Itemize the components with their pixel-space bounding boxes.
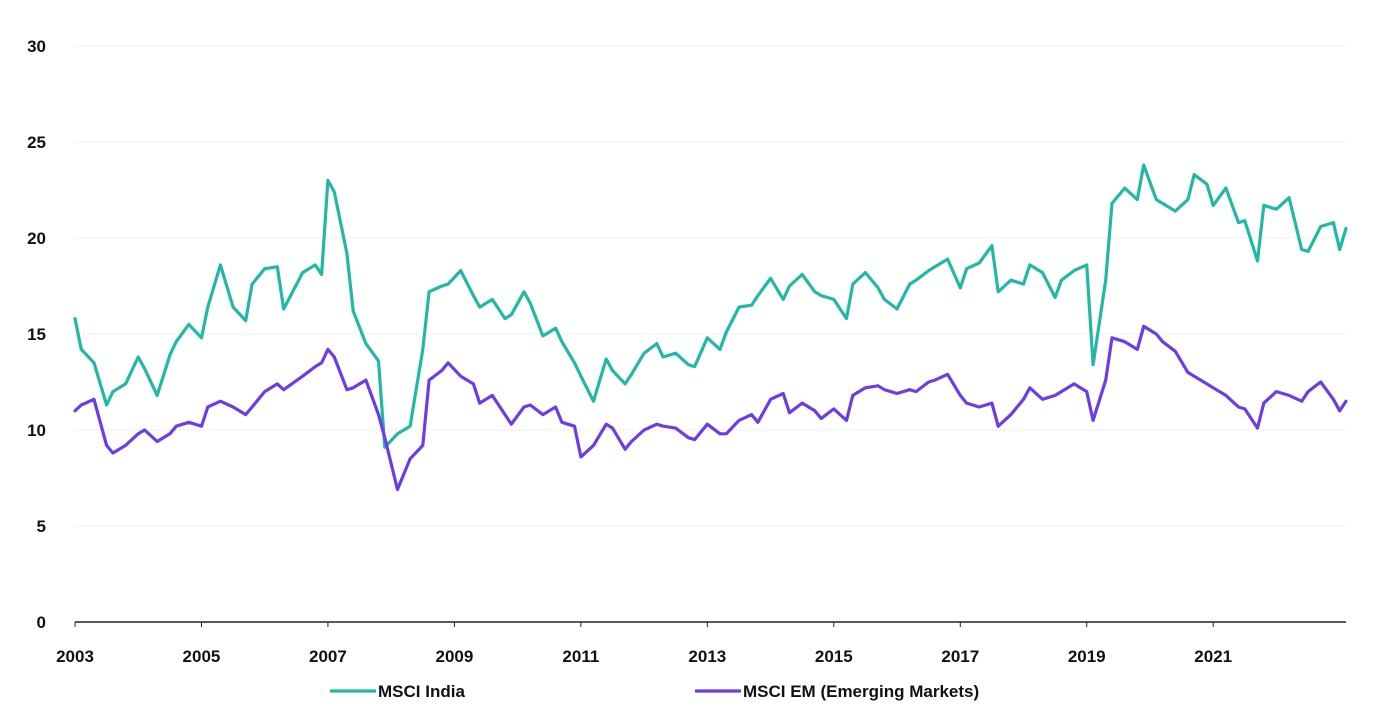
y-axis-ticks: 0 5 10 15 20 25 30 (27, 37, 46, 632)
x-axis-ticks: 2003 2005 2007 2009 2011 2013 2015 2017 2019 2021 (56, 622, 1232, 666)
x-tick-label: 2019 (1068, 647, 1106, 666)
y-tick-label: 10 (27, 421, 46, 440)
legend-label: MSCI EM (Emerging Markets) (743, 682, 979, 701)
y-tick-label: 20 (27, 229, 46, 248)
x-tick-label: 2003 (56, 647, 94, 666)
series-lines (73, 163, 1348, 492)
y-tick-label: 0 (37, 613, 46, 632)
x-tick-label: 2009 (435, 647, 473, 666)
y-tick-label: 25 (27, 133, 46, 152)
y-tick-label: 5 (37, 517, 46, 536)
series-line-msci-india (73, 163, 1348, 449)
legend-label: MSCI India (378, 682, 465, 701)
y-tick-label: 15 (27, 325, 46, 344)
legend: MSCI India MSCI EM (Emerging Markets) (330, 682, 979, 701)
y-tick-label: 30 (27, 37, 46, 56)
x-tick-label: 2011 (562, 647, 599, 666)
x-tick-label: 2015 (815, 647, 853, 666)
x-tick-label: 2017 (941, 647, 979, 666)
series-line-msci-em (73, 324, 1348, 492)
gridlines (75, 45, 1346, 527)
x-tick-label: 2007 (309, 647, 347, 666)
x-tick-label: 2005 (183, 647, 221, 666)
legend-item-msci-india: MSCI India (330, 682, 465, 701)
x-tick-label: 2021 (1194, 647, 1232, 666)
x-tick-label: 2013 (688, 647, 726, 666)
legend-item-msci-em: MSCI EM (Emerging Markets) (695, 682, 979, 701)
